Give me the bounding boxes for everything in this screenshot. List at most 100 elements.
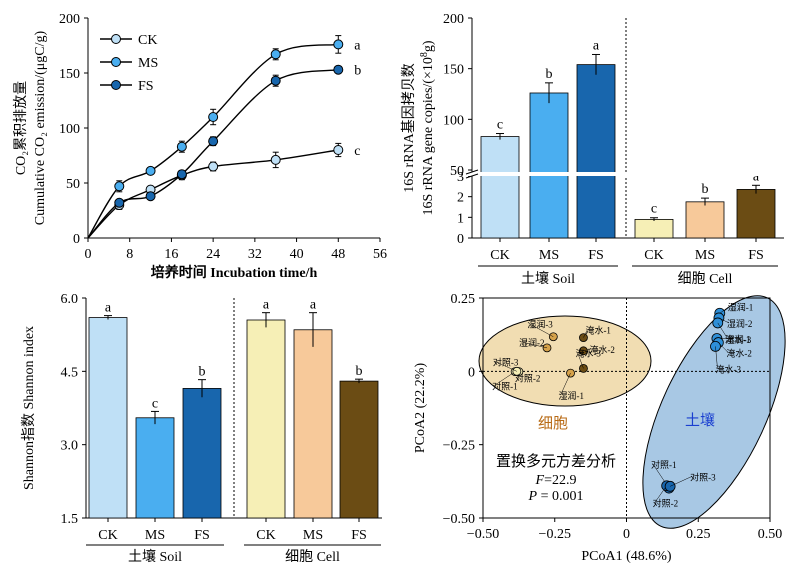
bar-ms	[135, 417, 175, 519]
point-label: 对照-2	[653, 498, 679, 509]
legend-label: MS	[138, 56, 158, 71]
point-label: 对照-3	[690, 471, 716, 482]
y-axis-label-zh: 16S rRNA基因拷贝数	[400, 63, 417, 193]
legend-marker-fs	[111, 80, 121, 90]
point-leader	[529, 323, 554, 337]
x-tick-label: CK	[490, 248, 509, 263]
data-point-ck	[270, 154, 281, 165]
data-point-ms	[145, 165, 156, 176]
data-point-ck	[333, 145, 344, 155]
x-tick-label: CK	[644, 248, 663, 263]
x-tick-label: 8	[126, 247, 133, 262]
point-label: 湿润-1	[559, 390, 585, 401]
significance-letter: c	[354, 144, 360, 159]
point-leader	[583, 329, 588, 338]
bar-fs	[736, 189, 776, 239]
bar-ms	[685, 201, 725, 239]
point-leader	[654, 485, 667, 503]
shannon-index-chart: 6.0 4.5 3.0 1.5 Shannon指数 Shannon index a CK c M…	[21, 292, 382, 565]
data-point-fs	[145, 191, 156, 202]
f-symbol: F	[535, 473, 545, 488]
x-axis-label: PCoA1 (48.6%)	[581, 549, 672, 564]
x-tick-label: 24	[206, 247, 220, 262]
point-leader	[577, 352, 584, 369]
soil-group-label: 土壤	[685, 411, 715, 429]
x-tick-label: 0.50	[758, 527, 783, 542]
y-tick-label: 3	[457, 170, 464, 185]
x-tick-label: MS	[539, 248, 559, 263]
x-tick-label: 16	[164, 247, 178, 262]
y-tick-label: 4.5	[61, 365, 79, 380]
point-label: 湿润-2	[519, 337, 545, 348]
y-tick-label: 200	[59, 12, 80, 27]
x-tick-label: CK	[256, 528, 275, 543]
x-axis-label: 培养时间 Incubation time/h	[151, 264, 318, 281]
group-label: 土壤 Soil	[128, 548, 182, 565]
bar-fs	[339, 380, 379, 519]
y-axis-label-zh: CO₂累积排放量	[13, 81, 29, 175]
soil-group-ellipse	[642, 295, 786, 529]
y-axis-label: Shannon指数 Shannon index	[21, 326, 37, 490]
x-tick-label: −0.50	[467, 527, 499, 542]
significance-letter: a	[105, 301, 112, 316]
bar-ck	[480, 136, 520, 239]
x-tick-label: FS	[351, 528, 367, 543]
y-axis-label: PCoA2 (22.2%)	[413, 363, 428, 454]
x-tick-label: 0	[623, 527, 630, 542]
point-label: 湿润-3	[527, 319, 553, 330]
data-point-ms	[114, 181, 125, 192]
point-leader	[670, 476, 693, 487]
permanova-p: P = 0.001	[528, 489, 584, 504]
x-tick-label: FS	[588, 248, 604, 263]
significance-letter: a	[753, 169, 760, 184]
group-label: 细胞 Cell	[678, 271, 733, 287]
y-axis-label-en: Cumulative CO₂ emission/(μgC/g)	[33, 30, 48, 225]
point-label: 湿润-3	[726, 334, 752, 345]
y-tick-label: 150	[443, 63, 464, 78]
permanova-f: F=22.9	[535, 473, 577, 488]
y-tick-label: 200	[443, 12, 464, 27]
y-tick-label: 1.5	[61, 512, 79, 527]
significance-letter: b	[546, 67, 553, 82]
point-label: 对照-3	[493, 356, 519, 367]
point-label: 淹水-3	[715, 363, 741, 374]
x-tick-label: 0	[85, 247, 92, 262]
y-tick-label: 50	[66, 177, 80, 192]
data-point-ms	[176, 141, 187, 152]
p-symbol: P	[528, 489, 538, 504]
y-tick-label: 0.25	[451, 292, 476, 307]
point-leader	[717, 322, 728, 340]
x-tick-label: MS	[145, 528, 165, 543]
data-point-fs	[114, 197, 125, 208]
point-leader	[520, 341, 548, 349]
point-label: 湿润-1	[728, 301, 754, 312]
significance-letter: c	[651, 202, 657, 217]
y-axis-label-en-sup: 8	[419, 52, 430, 57]
bar-ms	[293, 329, 333, 519]
y-tick-label: 150	[59, 67, 80, 82]
x-tick-label: 56	[373, 247, 387, 262]
y-tick-label: 50	[450, 164, 464, 179]
axis-break-mark	[465, 173, 479, 179]
point-label: 淹水-2	[726, 348, 752, 359]
y-tick-label: 6.0	[61, 292, 79, 307]
y-tick-label: 2	[457, 191, 464, 206]
permanova-title: 置换多元方差分析	[496, 453, 616, 470]
pcoa-chart: −0.50 −0.25 0 0.25 0.50 0.25 0 −0.25 −0.50 PCoA1 …	[413, 292, 786, 564]
x-tick-label: −0.25	[539, 527, 571, 542]
f-value: =22.9	[544, 473, 576, 488]
y-tick-label: 3.0	[61, 439, 79, 454]
bar-ck	[246, 319, 286, 519]
significance-letter: b	[356, 364, 363, 379]
x-tick-label: CK	[98, 528, 117, 543]
data-point-ck	[208, 161, 219, 172]
significance-letter: b	[354, 64, 361, 79]
y-axis-label-en: 16S rRNA gene copies/(×108g)	[419, 40, 436, 215]
legend-marker-ms	[111, 57, 121, 67]
x-tick-label: MS	[303, 528, 323, 543]
y-tick-label: −0.50	[443, 512, 475, 527]
point-label: 对照-2	[515, 373, 541, 384]
group-label: 细胞 Cell	[285, 549, 340, 565]
point-label: 湿润-2	[727, 318, 753, 329]
